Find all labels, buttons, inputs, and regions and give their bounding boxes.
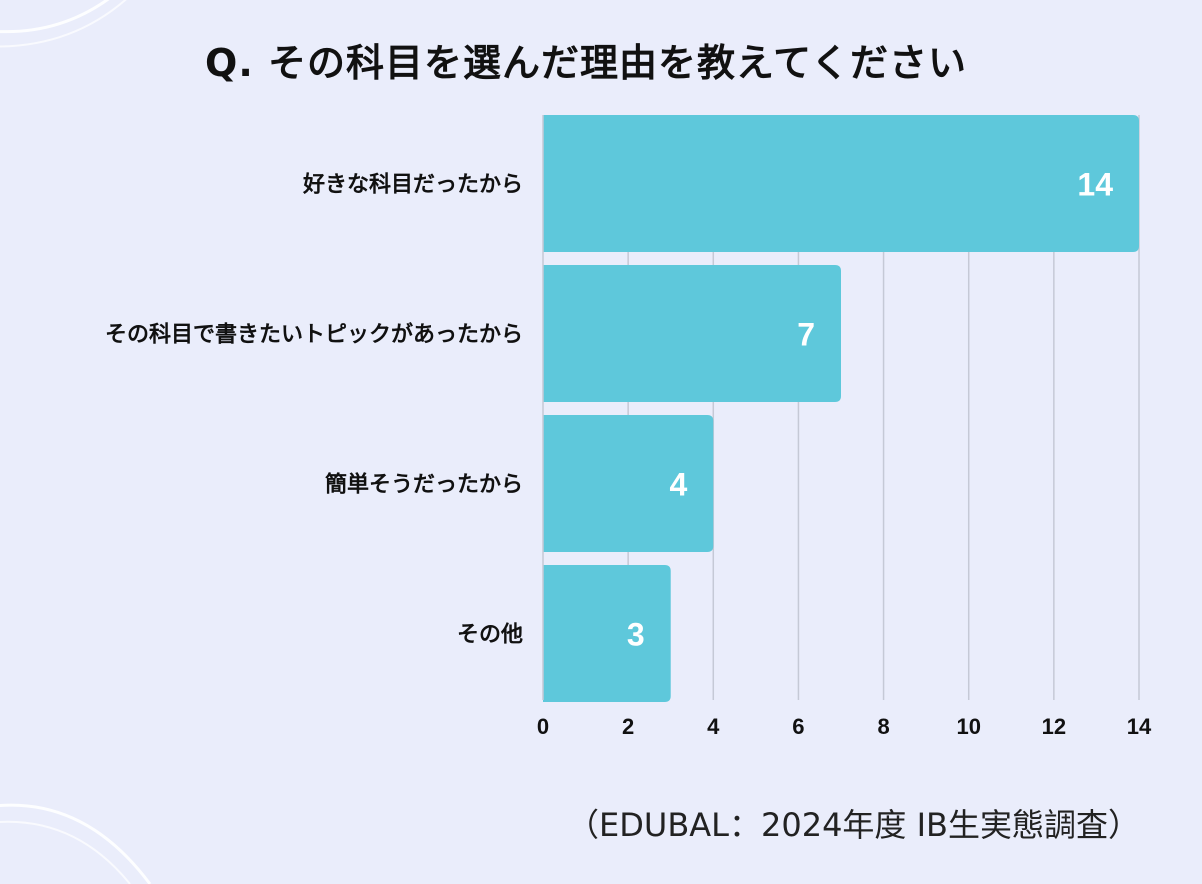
chart-title: Q. その科目を選んだ理由を教えてください xyxy=(205,41,967,85)
x-tick-label-10: 10 xyxy=(956,714,980,739)
data-label-0: 14 xyxy=(1077,167,1113,203)
x-tick-label-14: 14 xyxy=(1127,714,1152,739)
category-label-0: 好きな科目だったから xyxy=(302,172,523,198)
bar-3 xyxy=(543,565,671,702)
data-label-2: 4 xyxy=(669,467,687,503)
x-tick-label-12: 12 xyxy=(1042,714,1066,739)
x-tick-label-0: 0 xyxy=(537,714,549,739)
data-label-1: 7 xyxy=(797,317,815,353)
category-label-1: その科目で書きたいトピックがあったから xyxy=(105,322,523,348)
category-label-2: 簡単そうだったから xyxy=(325,472,523,498)
x-tick-label-2: 2 xyxy=(622,714,634,739)
bar-2 xyxy=(543,415,714,552)
bar-0 xyxy=(543,115,1139,252)
x-tick-label-6: 6 xyxy=(792,714,804,739)
bar-1 xyxy=(543,265,841,402)
x-tick-label-8: 8 xyxy=(877,714,889,739)
category-label-3: その他 xyxy=(457,623,523,648)
x-tick-label-4: 4 xyxy=(707,714,720,739)
source-note: （EDUBAL：2024年度 IB生実態調査） xyxy=(567,806,1140,844)
data-label-3: 3 xyxy=(627,617,645,653)
